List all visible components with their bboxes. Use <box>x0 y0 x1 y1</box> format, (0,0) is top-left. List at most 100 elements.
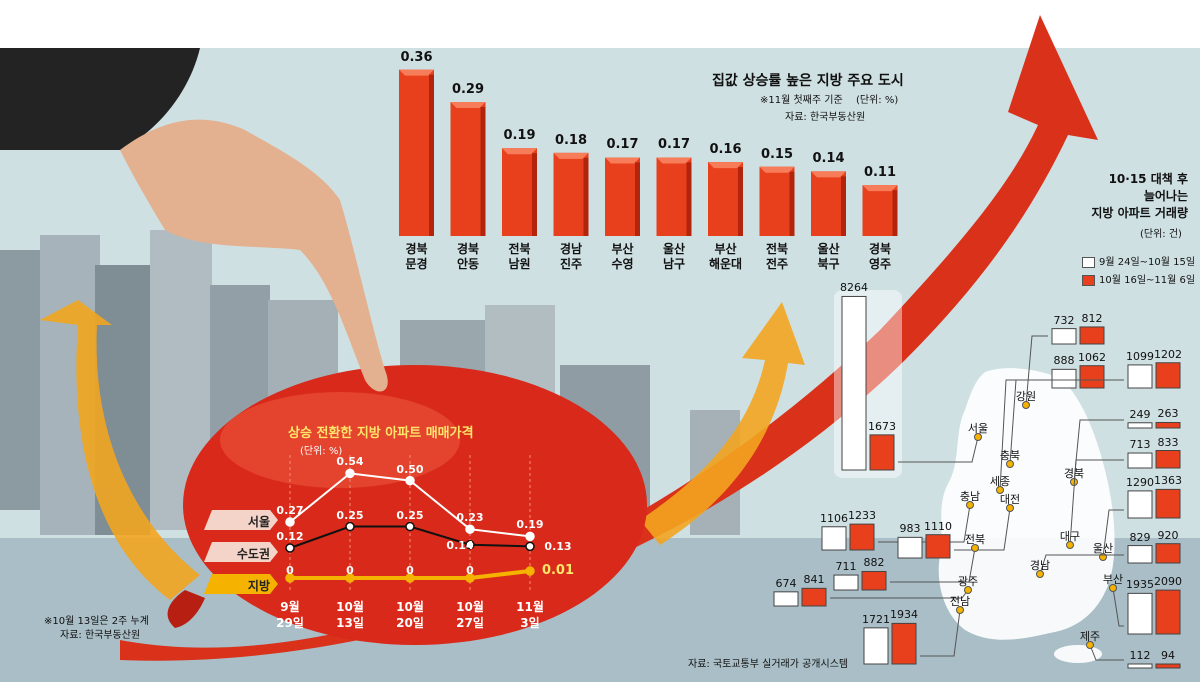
yellow-arrow-right <box>640 302 805 545</box>
series-point <box>405 475 415 486</box>
series-value-label: 0.50 <box>396 462 424 476</box>
bar-value-label: 0.18 <box>554 132 588 148</box>
region-dot-충북 <box>1006 460 1014 468</box>
region-connector-전남 <box>920 609 961 657</box>
bar-5 <box>605 157 640 236</box>
region-bar-after-대전 <box>925 534 951 559</box>
series-point <box>525 566 535 576</box>
bar-category-line1: 경북 <box>868 242 892 256</box>
series-value-label: 0 <box>286 564 294 577</box>
region-bar-after-전남 <box>891 622 917 665</box>
top-chart-title: 집값 상승률 높은 지방 주요 도시 <box>712 73 904 89</box>
region-name-label: 제주 <box>1079 630 1101 643</box>
region-before-value: 713 <box>1129 438 1151 452</box>
series-point <box>465 573 475 583</box>
region-after-value: 2090 <box>1154 575 1182 589</box>
x-tick-line1: 10월 <box>456 600 484 614</box>
region-name-label: 경남 <box>1029 559 1051 572</box>
region-name-label: 대전 <box>999 493 1021 506</box>
region-bar-before-대전 <box>897 536 923 559</box>
bar-value-label: 0.14 <box>812 151 845 167</box>
region-before-value: 112 <box>1129 649 1151 662</box>
region-after-value: 1233 <box>848 509 876 523</box>
region-before-value: 983 <box>899 522 921 536</box>
region-before-value: 1106 <box>820 511 848 525</box>
series-tag-서울 <box>204 510 278 530</box>
bar-side-6 <box>686 162 692 236</box>
bar-top-8 <box>759 166 795 173</box>
region-before-value: 249 <box>1129 407 1151 421</box>
regional-title-1: 10·15 대책 후 <box>1108 172 1188 186</box>
region-dot-충남 <box>966 501 974 509</box>
bar-value-label: 0.15 <box>760 146 794 162</box>
series-point <box>525 531 535 542</box>
bar-category-line2: 남구 <box>662 257 686 271</box>
region-dot-서울 <box>974 433 982 441</box>
region-before-value: 8264 <box>840 281 868 295</box>
region-bar-after-전북 <box>861 570 887 591</box>
bar-category-line2: 진주 <box>559 257 583 271</box>
region-before-value: 888 <box>1053 354 1075 368</box>
region-after-value: 1202 <box>1154 347 1182 361</box>
bar-9 <box>811 171 846 236</box>
region-connector-울산 <box>1102 509 1124 558</box>
legend-after-label: 10월 16일~11월 6일 <box>1099 275 1196 286</box>
region-connector-제주 <box>1089 644 1124 661</box>
x-tick-line1: 9월 <box>280 600 300 614</box>
region-bar-before-서울 <box>841 295 867 471</box>
series-point <box>345 521 355 532</box>
region-before-value: 732 <box>1053 313 1075 327</box>
region-name-label: 충북 <box>999 449 1021 462</box>
bar-category-line2: 북구 <box>817 257 840 271</box>
region-before-value: 674 <box>775 576 797 590</box>
regional-title-2: 늘어나는 <box>1143 189 1188 203</box>
region-dot-경남 <box>1036 570 1044 578</box>
bar-category-line1: 울산 <box>662 242 686 256</box>
region-bar-after-충남 <box>849 523 875 551</box>
bar-value-label: 0.36 <box>400 49 433 65</box>
region-after-value: 1934 <box>890 608 918 622</box>
series-name-label: 지방 <box>247 579 270 593</box>
top-chart-source: 자료: 한국부동산원 <box>785 112 866 123</box>
region-bar-after-세종 <box>1155 362 1181 389</box>
region-after-value: 1363 <box>1154 474 1182 488</box>
series-name-label: 서울 <box>247 515 270 529</box>
bar-category-line2: 영주 <box>868 257 892 271</box>
region-after-value: 841 <box>803 573 825 587</box>
bar-side-3 <box>532 153 537 236</box>
bar-side-4 <box>583 157 589 236</box>
bar-category-line2: 전주 <box>765 257 789 271</box>
region-dot-전북 <box>971 544 979 552</box>
region-name-label: 충남 <box>959 490 981 503</box>
bar-7 <box>708 162 743 236</box>
bar-value-label: 0.16 <box>709 142 742 158</box>
bar-category-line2: 안동 <box>456 257 480 271</box>
series-point <box>405 521 415 532</box>
region-bar-before-강원 <box>1051 328 1077 345</box>
region-before-value: 1099 <box>1126 349 1154 363</box>
x-tick-line2: 29일 <box>276 616 304 630</box>
region-bar-before-경남 <box>1127 545 1153 564</box>
region-after-value: 1062 <box>1078 350 1106 364</box>
region-name-label: 대구 <box>1059 530 1081 543</box>
region-bar-before-울산 <box>1127 490 1153 519</box>
region-bar-before-광주 <box>773 591 799 607</box>
region-connector-세종 <box>999 379 1124 491</box>
region-after-value: 833 <box>1157 435 1179 449</box>
bar-value-label: 0.11 <box>863 165 897 181</box>
bar-value-label: 0.19 <box>503 128 536 144</box>
series-value-label: 0 <box>406 564 414 577</box>
series-name-label: 수도권 <box>236 547 270 561</box>
bar-value-label: 0.29 <box>451 82 485 98</box>
region-dot-대구 <box>1066 541 1074 549</box>
bar-side-9 <box>841 176 846 236</box>
bar-category-line1: 경북 <box>456 242 480 256</box>
bar-8 <box>759 166 795 236</box>
bar-10 <box>862 185 898 236</box>
bar-side-10 <box>892 190 898 236</box>
series-tag-지방 <box>204 574 278 594</box>
series-value-label: 0.27 <box>276 504 304 517</box>
region-bar-before-경북 <box>1127 422 1153 429</box>
line-chart-note: ※10월 13일은 2주 누계 <box>44 616 149 627</box>
